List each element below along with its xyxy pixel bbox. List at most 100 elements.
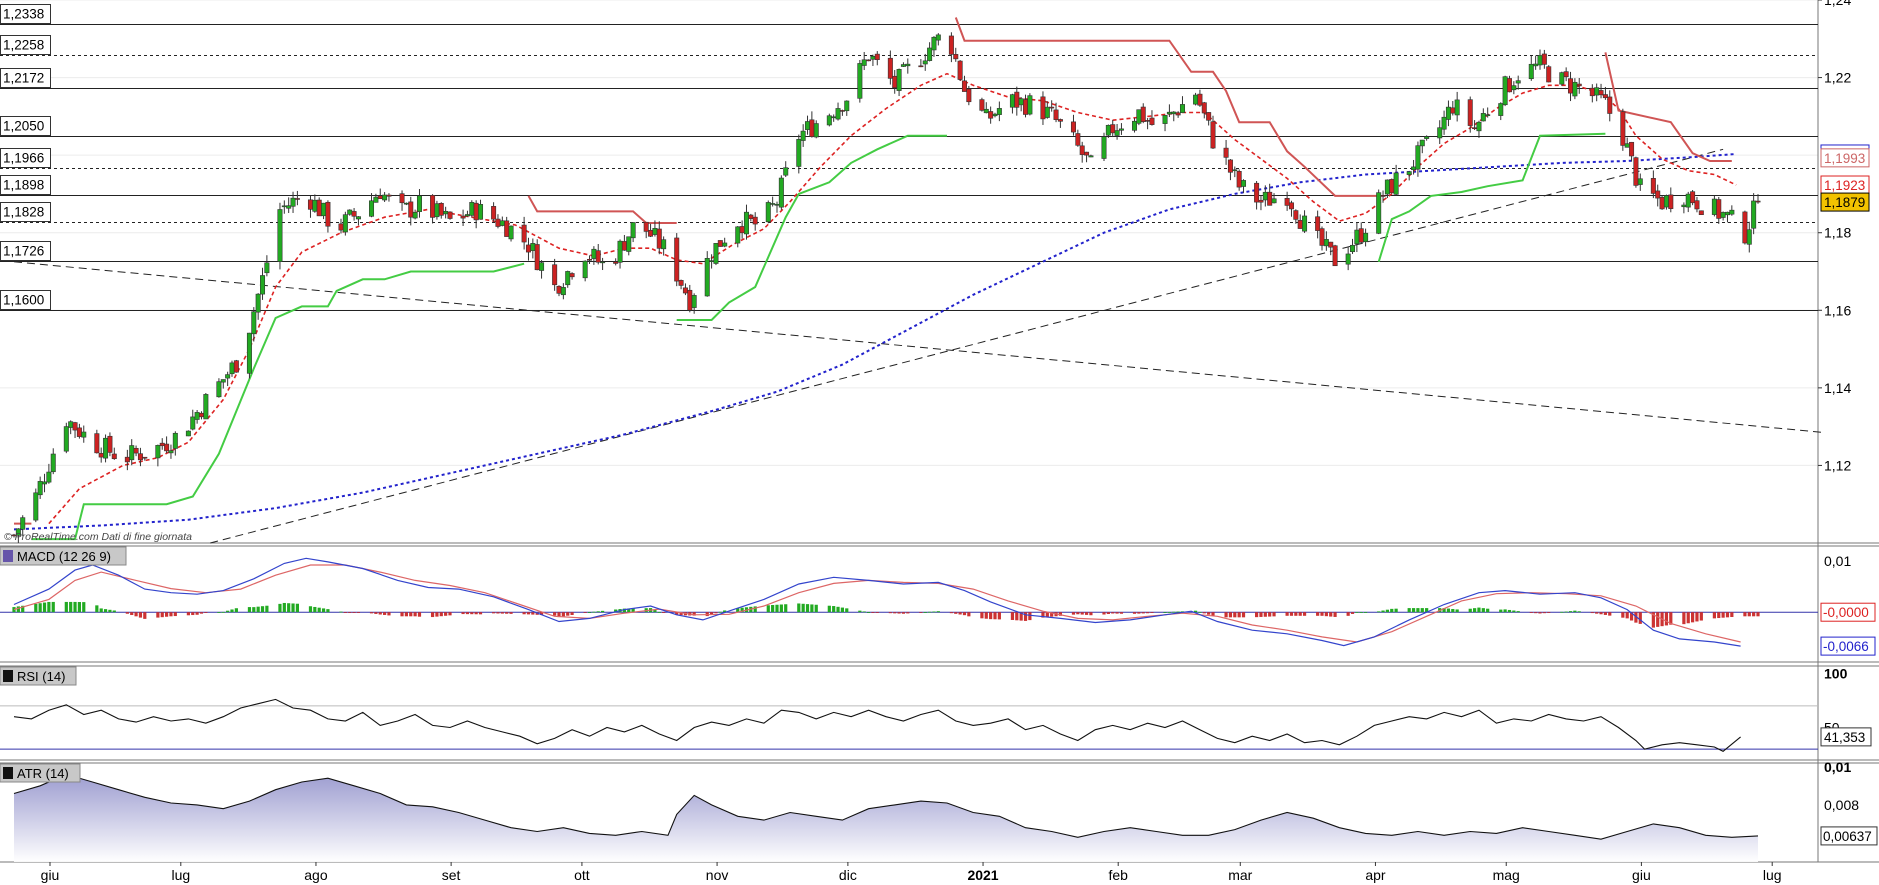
candle-body — [1044, 106, 1050, 118]
candle-body — [1258, 199, 1264, 203]
x-axis-label: feb — [1108, 867, 1128, 883]
candle-body — [556, 285, 562, 294]
macd-histogram-bar — [287, 603, 291, 613]
macd-histogram-bar — [1350, 612, 1355, 614]
candle-body — [774, 203, 780, 206]
x-axis-label: ott — [574, 867, 590, 883]
candle-body — [1437, 127, 1443, 139]
macd-histogram-bar — [260, 606, 265, 613]
x-axis-label: giu — [41, 867, 60, 883]
macd-histogram-bar — [958, 612, 962, 615]
macd-histogram-bar — [1455, 609, 1459, 613]
macd-histogram-bar — [1010, 612, 1015, 620]
macd-histogram-bar — [1725, 612, 1730, 618]
macd-histogram-bar — [845, 608, 849, 613]
macd-histogram-bar — [1015, 612, 1019, 621]
macd-histogram-bar — [1507, 609, 1512, 613]
candle-body — [338, 223, 344, 231]
candle-body — [281, 205, 287, 208]
candle-body — [225, 374, 231, 379]
candle-body — [124, 456, 130, 463]
candle-body — [377, 195, 383, 200]
macd-histogram-bar — [1477, 607, 1481, 613]
macd-line — [13, 557, 1741, 647]
macd-histogram-bar — [587, 612, 592, 614]
macd-histogram-bar — [1538, 612, 1542, 614]
level-label: 1,1828 — [3, 205, 44, 220]
macd-histogram-bar — [417, 612, 422, 617]
macd-histogram-bar — [73, 601, 77, 613]
candle-body — [443, 210, 449, 215]
macd-histogram-bar — [1695, 612, 1699, 622]
candle-body — [1075, 133, 1081, 146]
macd-histogram-bar — [38, 603, 42, 613]
macd-histogram-bar — [1381, 610, 1385, 613]
candle-body — [587, 258, 593, 261]
candle-body — [321, 202, 327, 217]
candle-body — [709, 260, 715, 262]
macd-histogram-bar — [1638, 612, 1642, 624]
macd-histogram-bar — [348, 612, 352, 614]
macd-histogram-bar — [1752, 612, 1756, 617]
macd-histogram-bar — [186, 612, 190, 616]
candle-body — [1498, 103, 1504, 116]
macd-histogram-bar — [1289, 612, 1294, 616]
candle-body — [1724, 211, 1730, 216]
candle-body — [172, 432, 178, 449]
macd-histogram-bar — [383, 612, 387, 615]
candle-body — [1271, 198, 1277, 204]
candle-body — [1633, 157, 1639, 186]
macd-histogram-bar — [1050, 612, 1054, 617]
macd-histogram-bar — [1316, 612, 1320, 616]
level-label-box — [0, 148, 51, 168]
macd-histogram-bar — [1259, 612, 1263, 617]
candle-body — [1023, 99, 1029, 115]
candle-body — [76, 427, 82, 437]
macd-histogram-bar — [936, 611, 940, 613]
candle-body — [1502, 76, 1508, 106]
price-badge-label: 1,1993 — [1824, 151, 1865, 166]
macd-histogram-bar — [138, 612, 143, 618]
candle-body — [194, 412, 200, 420]
candle-body — [521, 224, 527, 243]
level-label: 1,1898 — [3, 178, 44, 193]
macd-histogram-bar — [478, 612, 483, 615]
candle-body — [216, 381, 222, 398]
macd-histogram-bar — [592, 611, 596, 613]
macd-histogram-bar — [461, 612, 465, 615]
axis-layer: 1,241,221,181,161,141,121,20031,19931,19… — [41, 0, 1878, 883]
macd-histogram-bar — [753, 606, 757, 613]
atr-title: ATR (14) — [17, 766, 69, 781]
macd-histogram-bar — [278, 603, 282, 613]
macd-histogram-bar — [1359, 612, 1363, 613]
macd-histogram-bar — [1167, 611, 1171, 613]
macd-histogram-bar — [1451, 608, 1455, 613]
candle-body — [935, 34, 941, 41]
x-axis-label: 2021 — [967, 867, 998, 883]
candle-body — [137, 453, 143, 461]
macd-histogram-bar — [1045, 612, 1049, 618]
stop-green-line — [31, 132, 1606, 541]
candle-body — [412, 212, 418, 219]
price-axis-label: 1,14 — [1824, 380, 1851, 396]
candle-body — [1411, 166, 1417, 171]
macd-histogram-bar — [1573, 610, 1577, 613]
macd-histogram-bar — [1446, 608, 1451, 613]
candle-body — [1698, 210, 1704, 216]
candle-body — [198, 412, 204, 418]
candle-body — [1650, 178, 1656, 194]
candle-body — [900, 64, 906, 67]
candle-body — [1537, 55, 1543, 66]
candle-body — [33, 492, 39, 521]
macd-histogram-bar — [69, 601, 73, 613]
macd-histogram-bar — [1180, 611, 1185, 613]
macd-histogram-bar — [252, 607, 256, 613]
macd-histogram-bar — [448, 612, 452, 616]
macd-histogram-bar — [810, 604, 814, 613]
atr-badge-label: 0,00637 — [1823, 829, 1872, 844]
rsi-badge — [1820, 727, 1872, 747]
macd-histogram-bar — [1023, 612, 1028, 621]
price-badge-label: 1,1923 — [1824, 178, 1865, 193]
macd-histogram-bar — [1699, 612, 1703, 621]
candle-body — [966, 88, 972, 103]
